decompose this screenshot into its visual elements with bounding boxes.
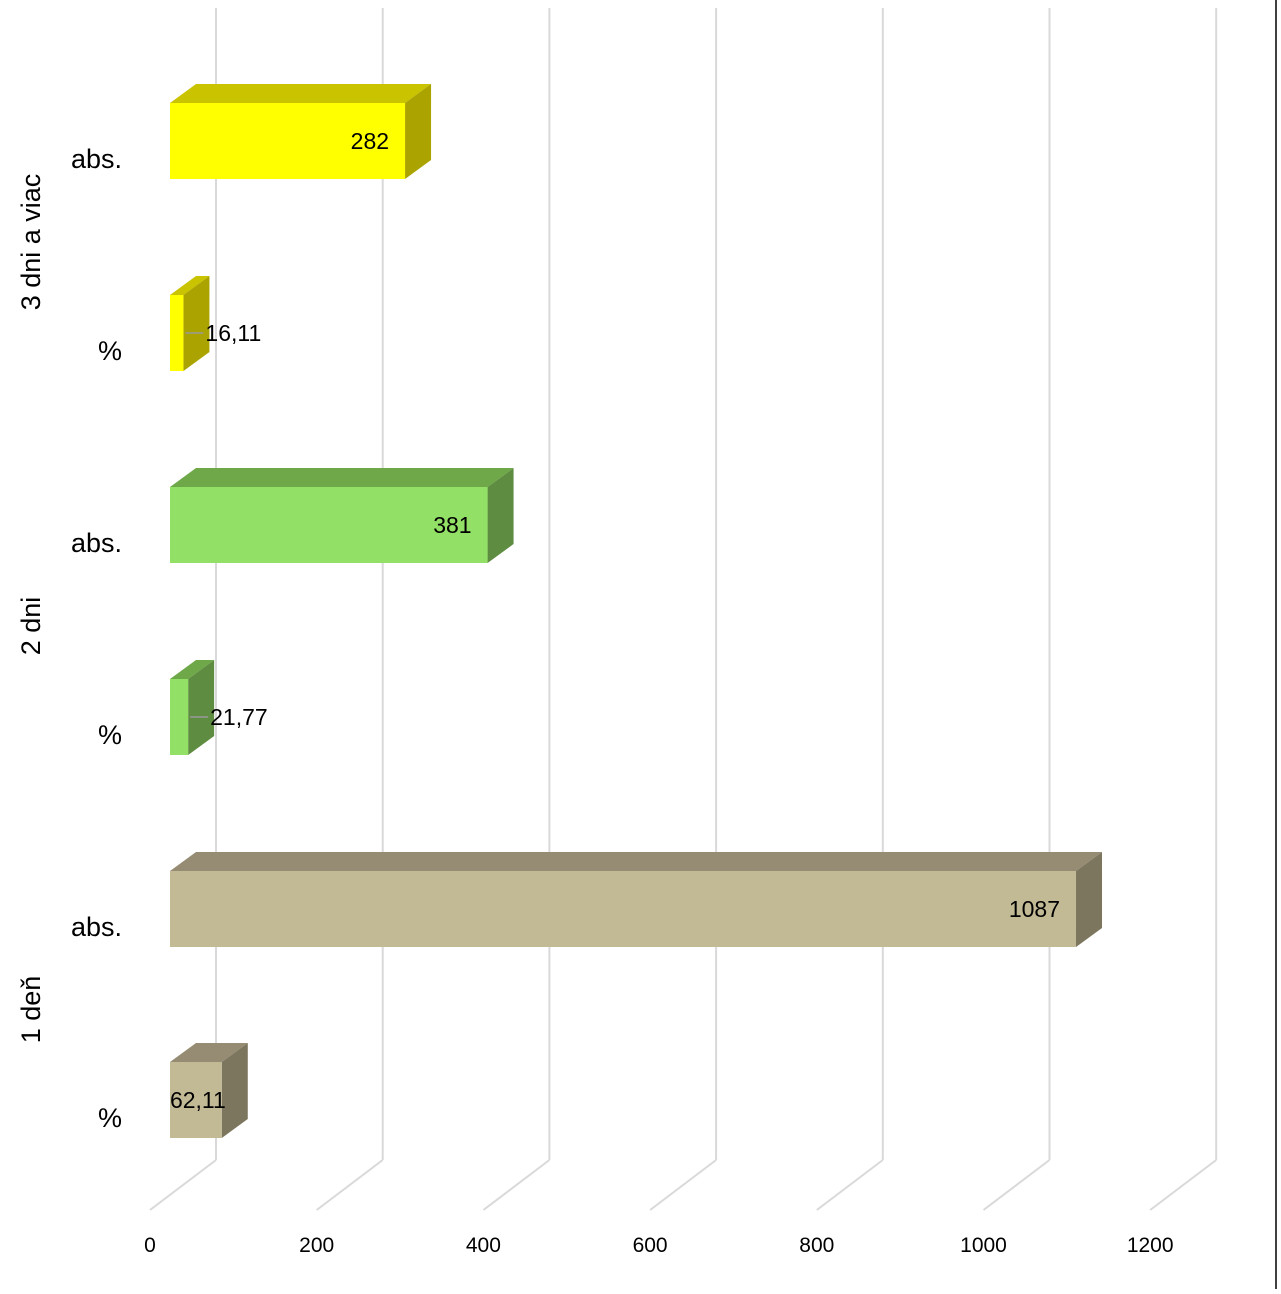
group-label: 2 dni [16,597,46,656]
x-tick-label: 0 [144,1234,156,1257]
bar-side-face [405,84,432,179]
bar-side-face [183,276,210,371]
data-label: 282 [351,128,389,154]
gridline-floor [316,1159,384,1211]
bar-side-face [221,1043,248,1138]
bar-top-face [170,852,1103,871]
category-label: % [98,720,122,750]
x-axis-ticks: 0 200 400 600 800 1000 1200 [144,1234,1173,1257]
x-tick-label: 600 [633,1234,668,1257]
bar-front-face [170,295,184,371]
bar: 282 [170,84,432,179]
category-label: % [98,1103,122,1133]
gridlines [149,8,1218,1211]
bar-front-face [170,103,406,179]
gridline-floor [1149,1159,1217,1211]
bars: 282 16,11 381 21,77 1087 62,11 [170,84,1103,1138]
category-labels: abs.% 3 dni a viac abs.% 2 dni abs.% 1 deň [16,144,122,1133]
data-label: 62,11 [170,1087,226,1113]
bar-side-face [487,468,514,563]
x-tick-label: 800 [799,1234,834,1257]
category-label: abs. [71,912,122,942]
group-label: 1 deň [16,976,46,1044]
category-label: % [98,336,122,366]
bar: 381 [170,468,514,563]
bar-top-face [170,276,210,295]
bar: 62,11 [170,1043,248,1138]
data-label: 16,11 [205,320,261,346]
gridline-floor [149,1159,217,1211]
bar-top-face [170,660,215,679]
bar-front-face [170,679,189,755]
bar-top-face [170,84,432,103]
gridline-floor [816,1159,884,1211]
data-label: 1087 [1009,896,1060,922]
gridline-floor [482,1159,551,1211]
bar: 21,77 [170,660,268,755]
data-label: 21,77 [210,704,268,730]
bar: 1087 [170,852,1103,947]
bar-top-face [170,468,514,487]
bar: 16,11 [170,276,261,371]
bar-front-face [170,487,488,563]
bar-front-face [170,871,1077,947]
x-tick-label: 400 [466,1234,501,1257]
gridline-floor [982,1159,1051,1211]
x-tick-label: 200 [299,1234,334,1257]
group-label: 3 dni a viac [16,174,46,311]
data-label: 381 [433,512,471,538]
category-label: abs. [71,144,122,174]
gridline-floor [649,1159,717,1211]
x-tick-label: 1200 [1127,1234,1174,1257]
x-tick-label: 1000 [960,1234,1007,1257]
bar-front-face [170,1062,222,1138]
bar-side-face [188,660,215,755]
bar-top-face [170,1043,248,1062]
category-label: abs. [71,528,122,558]
bar-side-face [1076,852,1103,947]
